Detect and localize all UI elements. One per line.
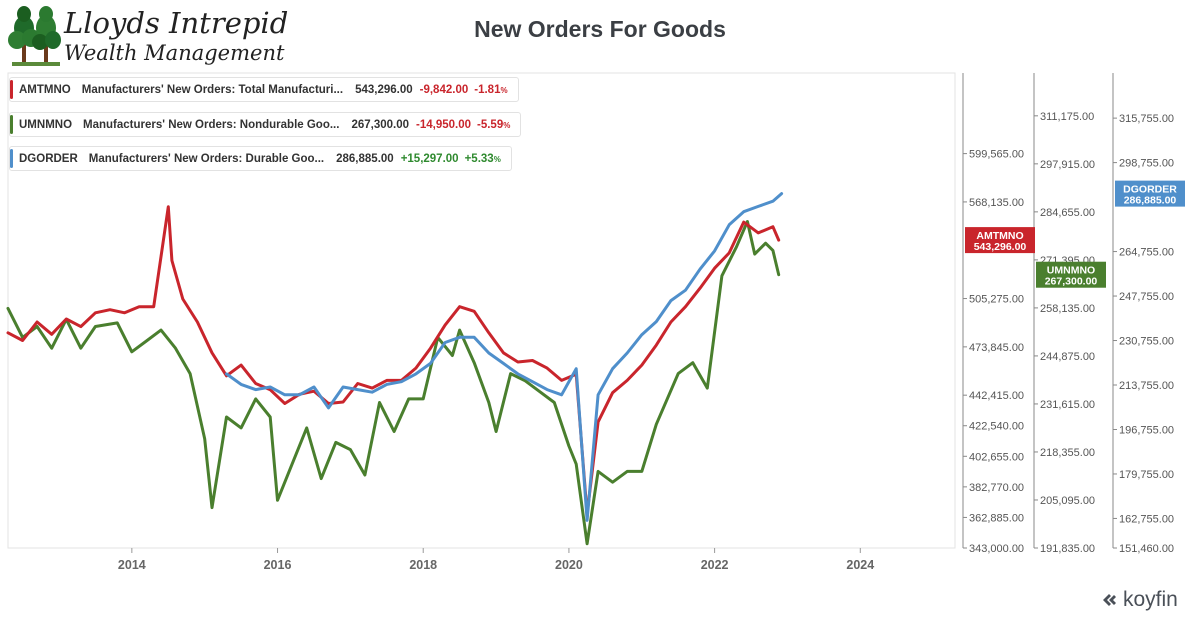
y-tick-label-dgorder: 298,755.00: [1119, 158, 1174, 170]
legend-percent: -1.81%: [474, 83, 508, 96]
y-tick-label-amtmno: 422,540.00: [969, 421, 1024, 433]
koyfin-logo-icon: [1103, 594, 1116, 606]
legend-item-dgorder[interactable]: DGORDER Manufacturers' New Orders: Durab…: [9, 146, 512, 171]
y-tick-label-umnmno: 297,915.00: [1040, 159, 1095, 171]
logo-line-1: Lloyds Intrepid: [63, 6, 288, 40]
last-value-number: 267,300.00: [1045, 276, 1098, 288]
legend-item-amtmno[interactable]: AMTMNO Manufacturers' New Orders: Total …: [9, 77, 519, 102]
koyfin-brand[interactable]: koyfin: [1100, 588, 1178, 612]
x-tick-label: 2018: [409, 558, 437, 572]
legend-value: 286,885.00: [336, 152, 394, 165]
logo-line-2: Wealth Management: [64, 41, 285, 65]
y-tick-label-amtmno: 505,275.00: [969, 294, 1024, 306]
y-tick-label-amtmno: 442,415.00: [969, 390, 1024, 402]
legend-percent: -5.59%: [477, 118, 511, 131]
last-value-code: AMTMNO: [976, 230, 1023, 242]
legend-value: 543,296.00: [355, 83, 413, 96]
plot-frame: [7, 72, 956, 549]
y-tick-label-dgorder: 315,755.00: [1119, 113, 1174, 125]
y-tick-label-amtmno: 473,845.00: [969, 342, 1024, 354]
legend-percent: +5.33%: [464, 152, 501, 165]
brand-name: koyfin: [1123, 588, 1178, 611]
y-tick-label-umnmno: 258,135.00: [1040, 303, 1095, 315]
chart-title: New Orders For Goods: [474, 16, 726, 42]
legend-change: -14,950.00: [416, 118, 472, 131]
x-tick-label: 2014: [118, 558, 146, 572]
series-line-umnmno[interactable]: [6, 220, 781, 546]
y-tick-label-amtmno: 568,135.00: [969, 197, 1024, 209]
y-tick-label-dgorder: 196,755.00: [1119, 424, 1174, 436]
y-tick-label-amtmno: 343,000.00: [969, 543, 1024, 555]
legend-code: AMTMNO: [19, 83, 71, 96]
legend-change: -9,842.00: [419, 83, 469, 96]
last-value-number: 543,296.00: [974, 241, 1027, 253]
y-tick-label-dgorder: 179,755.00: [1119, 469, 1174, 481]
y-tick-label-dgorder: 151,460.00: [1119, 543, 1174, 555]
y-tick-label-umnmno: 231,615.00: [1040, 399, 1095, 411]
legend-code: UMNMNO: [19, 118, 73, 131]
y-tick-label-umnmno: 244,875.00: [1040, 351, 1095, 363]
y-tick-label-dgorder: 162,755.00: [1119, 513, 1174, 525]
y-tick-label-umnmno: 311,175.00: [1040, 111, 1094, 123]
series-line-amtmno[interactable]: [6, 205, 781, 516]
legend-change: +15,297.00: [400, 152, 459, 165]
legend-description: Manufacturers' New Orders: Total Manufac…: [81, 83, 344, 96]
y-tick-label-amtmno: 362,885.00: [969, 512, 1024, 524]
y-tick-label-umnmno: 218,355.00: [1040, 447, 1095, 459]
legend-item-umnmno[interactable]: UMNMNO Manufacturers' New Orders: Nondur…: [9, 112, 522, 137]
last-value-bg: [1036, 261, 1106, 288]
y-tick-label-dgorder: 230,755.00: [1119, 336, 1174, 348]
legend-color-stripe: [10, 149, 13, 168]
legend-description: Manufacturers' New Orders: Nondurable Go…: [83, 118, 340, 131]
y-tick-label-dgorder: 247,755.00: [1119, 291, 1174, 303]
y-tick-label-umnmno: 205,095.00: [1040, 495, 1095, 507]
last-value-number: 286,885.00: [1124, 195, 1177, 207]
legend-color-stripe: [10, 115, 13, 134]
x-tick-label: 2020: [555, 558, 583, 572]
y-tick-label-amtmno: 382,770.00: [969, 482, 1024, 494]
trees-icon: [8, 6, 61, 66]
x-tick-label: 2024: [846, 558, 874, 572]
company-logo: Lloyds Intrepid Wealth Management: [8, 6, 288, 66]
last-value-code: DGORDER: [1123, 184, 1177, 196]
x-tick-label: 2022: [701, 558, 729, 572]
legend-color-stripe: [10, 80, 13, 99]
y-tick-label-amtmno: 402,655.00: [969, 451, 1024, 463]
last-value-code: UMNMNO: [1047, 265, 1095, 277]
legend-value: 267,300.00: [351, 118, 410, 131]
y-tick-label-amtmno: 599,565.00: [969, 149, 1024, 161]
y-tick-label-dgorder: 213,755.00: [1119, 380, 1174, 392]
legend-code: DGORDER: [19, 152, 78, 165]
x-tick-label: 2016: [264, 558, 292, 572]
y-tick-label-umnmno: 284,655.00: [1040, 207, 1095, 219]
last-value-bg: [965, 227, 1035, 254]
y-tick-label-dgorder: 264,755.00: [1119, 247, 1174, 259]
y-tick-label-umnmno: 191,835.00: [1040, 543, 1095, 555]
series-line-dgorder[interactable]: [225, 192, 784, 522]
legend-description: Manufacturers' New Orders: Durable Goo..…: [88, 152, 325, 165]
last-value-bg: [1115, 180, 1185, 207]
